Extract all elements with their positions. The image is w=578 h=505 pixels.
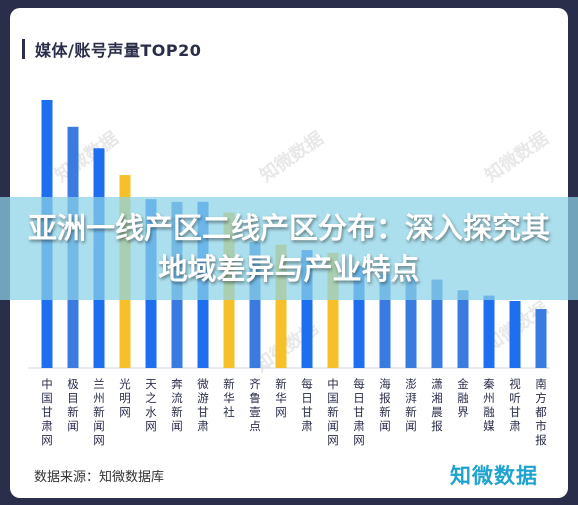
bar-11 [301,250,313,368]
bar-19 [509,301,521,368]
category-label-1: 中国甘肃网 [41,377,53,447]
brand-logo: 知微数据 [450,464,538,488]
category-label-16: 潇湘晨报 [431,377,443,433]
category-label-19: 视听甘肃 [509,377,521,433]
overlay-banner: 亚洲一线产区二线产区分布：深入探究其地域差异与产业特点 [0,197,578,300]
category-label-8: 新华社 [223,377,235,419]
bar-17 [457,290,469,368]
category-label-12: 中国新闻网 [327,377,339,447]
chart-title-wrap: 媒体/账号声量TOP20 [22,38,201,60]
bar-9 [249,242,261,368]
title-accent-bar [22,39,25,59]
bar-14 [379,274,391,368]
category-label-15: 澎湃新闻 [405,377,417,433]
category-label-7: 微游甘肃 [197,377,209,433]
category-label-2: 极目新闻 [67,377,79,433]
category-label-4: 光明网 [119,377,131,419]
category-label-14: 海报新闻 [379,377,391,433]
category-label-13: 每日甘肃网 [353,377,365,447]
category-label-11: 每日甘肃 [301,377,313,433]
data-source: 数据来源：知微数据库 [34,470,165,485]
category-label-3: 兰州新闻网 [93,377,105,447]
chart-title: 媒体/账号声量TOP20 [35,41,202,60]
category-label-10: 新华网 [275,377,287,419]
category-label-9: 齐鲁壹点 [249,377,261,433]
category-label-20: 南方都市报 [535,377,547,447]
category-label-5: 天之水网 [145,377,157,433]
bar-15 [405,276,417,368]
banner-headline: 亚洲一线产区二线产区分布：深入探究其地域差异与产业特点 [27,210,550,286]
category-label-6: 奔流新闻 [171,377,183,433]
bar-16 [431,279,443,368]
bar-20 [535,309,547,368]
category-label-17: 金融界 [457,377,469,419]
bar-12 [327,252,339,368]
bar-13 [353,266,365,368]
category-label-18: 秦州融媒 [483,377,495,433]
bar-10 [275,244,287,368]
bar-18 [483,295,495,368]
